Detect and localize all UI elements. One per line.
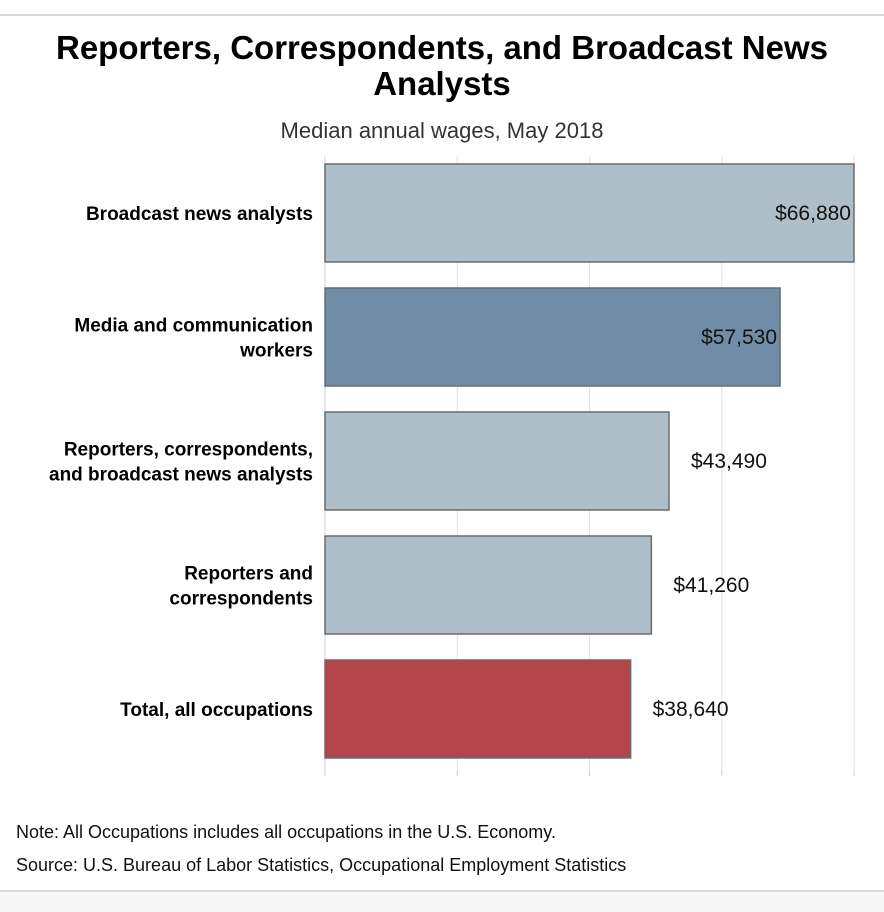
data-label: $38,640: [653, 698, 729, 721]
category-label: Reporters, correspondents, and broadcast …: [49, 440, 313, 486]
data-label: $57,530: [701, 326, 777, 349]
chart-title: Reporters, Correspondents, and Broadcast…: [55, 29, 829, 102]
bar: [324, 287, 781, 387]
bar: [324, 659, 632, 759]
category-label: Broadcast news analysts: [86, 204, 313, 225]
category-label: Reporters and correspondents: [169, 564, 313, 610]
bar: [324, 411, 670, 511]
chart-subtitle: Median annual wages, May 2018: [280, 118, 604, 143]
footnote: Note: All Occupations includes all occup…: [16, 822, 556, 842]
data-label: $43,490: [691, 450, 767, 473]
category-label: Total, all occupations: [120, 700, 313, 721]
bottom-rule: [0, 890, 884, 892]
top-rule: [0, 14, 884, 16]
data-label: $66,880: [775, 202, 851, 225]
bottom-band: [0, 892, 884, 912]
bar: [324, 535, 653, 635]
bar: [324, 163, 855, 263]
source-note: Source: U.S. Bureau of Labor Statistics,…: [16, 855, 627, 875]
category-label: Media and communication workers: [74, 316, 313, 362]
bar-chart: Broadcast news analysts $66,880 Media and …: [49, 156, 855, 776]
data-label: $41,260: [673, 574, 749, 597]
